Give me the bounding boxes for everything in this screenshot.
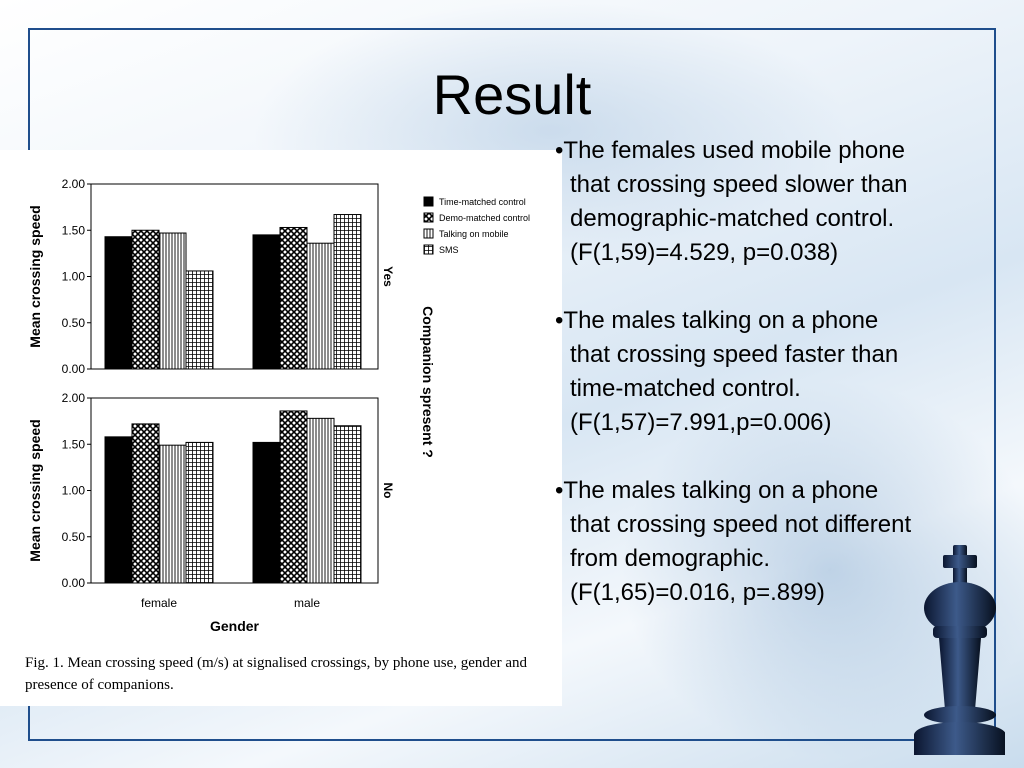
y-tick-label: 1.00 [62, 270, 86, 284]
legend-swatch [423, 228, 434, 239]
y-axis-label: Mean crossing speed [27, 205, 43, 347]
bar [333, 425, 362, 584]
y-tick-label: 0.00 [62, 576, 86, 590]
x-tick-label: female [141, 596, 177, 610]
y-tick-label: 0.50 [62, 530, 86, 544]
y-tick-label: 1.00 [62, 484, 86, 498]
bullet-line: •The males talking on a phone [555, 477, 879, 504]
figure: 0.00 0.50 1.00 1.50 2.00 Mean crossing speed Y… [0, 150, 562, 706]
panel-axis-title: Companion spresent ? [420, 306, 436, 458]
bar [185, 270, 214, 370]
panel-label: Yes [381, 266, 395, 287]
bullet-item: •The females used mobile phone that cros… [555, 134, 995, 270]
bullet-line: that crossing speed slower than [570, 171, 908, 198]
bar [306, 417, 335, 584]
bar [252, 441, 281, 584]
bar [104, 436, 133, 584]
bullet-line: •The males talking on a phone [555, 307, 879, 334]
y-tick-label: 0.50 [62, 316, 86, 330]
legend-label: Time-matched control [439, 197, 526, 207]
y-tick-label: 1.50 [62, 437, 86, 451]
y-axis-label: Mean crossing speed [27, 419, 43, 561]
bar [279, 226, 308, 370]
bar [333, 214, 362, 370]
figure-caption: Fig. 1. Mean crossing speed (m/s) at sig… [25, 655, 527, 693]
bar [158, 232, 187, 370]
bar [279, 410, 308, 584]
bullet-line: time-matched control. [570, 375, 801, 402]
bullet-line: •The females used mobile phone [555, 137, 905, 164]
bullet-line: that crossing speed not different [570, 511, 912, 538]
legend-label: Demo-matched control [439, 213, 530, 223]
bullet-line: (F(1,57)=7.991,p=0.006) [570, 409, 832, 436]
y-tick-label: 1.50 [62, 223, 86, 237]
bar [252, 234, 281, 370]
y-tick-label: 2.00 [62, 177, 86, 191]
y-tick-label: 2.00 [62, 391, 86, 405]
bullet-line: (F(1,65)=0.016, p=.899) [570, 579, 825, 606]
bar [131, 423, 160, 584]
legend-swatch [423, 212, 434, 223]
bullet-line: demographic-matched control. [570, 205, 895, 232]
bar [131, 229, 160, 370]
x-axis-label: Gender [210, 618, 260, 634]
bullet-line: from demographic. [570, 545, 771, 572]
bar [104, 236, 133, 370]
bar [158, 444, 187, 584]
bar [185, 441, 214, 584]
bar [306, 242, 335, 370]
legend-label: Talking on mobile [439, 229, 509, 239]
legend-swatch [423, 244, 434, 255]
bullet-item: •The males talking on a phone that cross… [555, 304, 995, 440]
y-tick-label: 0.00 [62, 362, 86, 376]
bullet-line: that crossing speed faster than [570, 341, 899, 368]
slide-title: Result [432, 63, 592, 126]
chess-king-icon [914, 545, 1005, 755]
bullet-line: (F(1,59)=4.529, p=0.038) [570, 239, 839, 266]
legend-swatch [423, 196, 434, 207]
bullet-item: •The males talking on a phone that cross… [555, 474, 995, 610]
x-tick-label: male [294, 596, 320, 610]
bullet-list: •The females used mobile phone that cros… [555, 134, 995, 644]
bar-chart: 0.00 0.50 1.00 1.50 2.00 Mean crossing speed Y… [27, 177, 530, 634]
legend-label: SMS [439, 245, 459, 255]
panel-label: No [381, 483, 395, 499]
